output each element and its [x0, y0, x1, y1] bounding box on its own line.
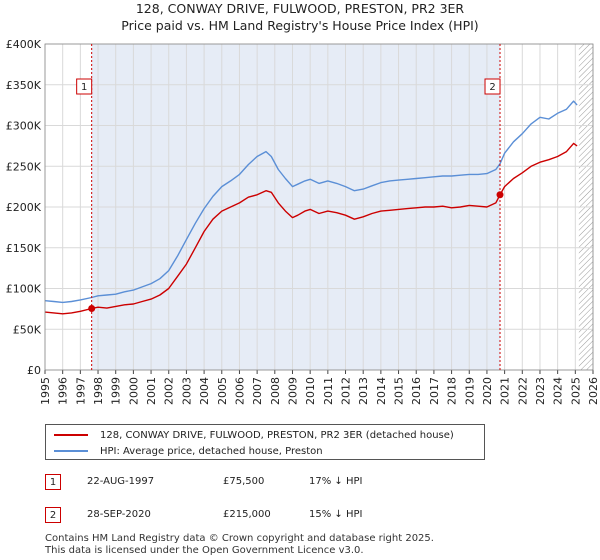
y-tick-label: £200K: [6, 201, 42, 214]
x-tick-label: 2002: [163, 377, 176, 405]
x-tick-label: 2007: [251, 377, 264, 405]
x-tick-label: 2004: [198, 377, 211, 405]
y-tick-label: £250K: [6, 160, 42, 173]
transaction-hpi-diff: 15% ↓ HPI: [309, 509, 363, 520]
x-tick-label: 1997: [74, 377, 87, 405]
transaction-marker: 1: [45, 474, 61, 490]
legend-swatch-hpi: [54, 450, 88, 452]
y-tick-label: £150K: [6, 242, 42, 255]
legend-item-property: 128, CONWAY DRIVE, FULWOOD, PRESTON, PR2…: [54, 430, 454, 441]
x-tick-label: 2014: [375, 377, 388, 405]
x-tick-label: 2020: [481, 377, 494, 405]
annotation-box: [484, 78, 501, 95]
transaction-price: £215,000: [223, 509, 271, 520]
legend-label-property: 128, CONWAY DRIVE, FULWOOD, PRESTON, PR2…: [100, 430, 454, 441]
x-tick-label: 2006: [233, 377, 246, 405]
footer: Contains HM Land Registry data © Crown c…: [45, 533, 434, 557]
table-row: 1 22-AUG-1997 £75,500 17% ↓ HPI: [45, 474, 445, 494]
chart-subtitle: Price paid vs. HM Land Registry's House …: [121, 18, 479, 33]
x-tick-label: 2013: [357, 377, 370, 405]
y-tick-label: £350K: [6, 79, 42, 92]
x-tick-label: 2019: [463, 377, 476, 405]
plot-frame: [44, 43, 594, 371]
y-tick-label: £300K: [6, 120, 42, 133]
x-tick-label: 1996: [57, 377, 70, 405]
transaction-date: 28-SEP-2020: [87, 509, 151, 520]
y-tick-label: £400K: [6, 38, 42, 51]
annotation-label: 1: [81, 82, 87, 93]
chart-title: 128, CONWAY DRIVE, FULWOOD, PRESTON, PR2…: [135, 1, 465, 16]
legend-item-hpi: HPI: Average price, detached house, Pres…: [54, 446, 323, 457]
x-tick-label: 2010: [304, 377, 317, 405]
x-tick-label: 2015: [393, 377, 406, 405]
legend-swatch-property: [54, 434, 88, 436]
x-tick-label: 2017: [428, 377, 441, 405]
x-tick-label: 2026: [587, 377, 600, 405]
x-tick-label: 1999: [110, 377, 123, 405]
y-tick-label: £0: [27, 364, 41, 377]
x-tick-label: 2003: [180, 377, 193, 405]
x-tick-label: 2021: [499, 377, 512, 405]
price-chart: £0 £50K £100K £150K £200K £250K £300K £350K £400…: [6, 38, 600, 405]
x-tick-label: 2009: [286, 377, 299, 405]
annotation-box: [76, 78, 93, 95]
transaction-point: [88, 304, 96, 312]
x-tick-label: 2022: [516, 377, 529, 405]
y-tick-label: £50K: [13, 323, 42, 336]
transaction-date: 22-AUG-1997: [87, 476, 155, 487]
x-tick-label: 2000: [127, 377, 140, 405]
x-tick-label: 2001: [145, 377, 158, 405]
transaction-price: £75,500: [223, 476, 265, 487]
x-tick-label: 1998: [92, 377, 105, 405]
x-tick-label: 2016: [410, 377, 423, 405]
footer-copyright: Contains HM Land Registry data © Crown c…: [45, 533, 434, 544]
x-tick-label: 2025: [569, 377, 582, 405]
x-tick-label: 1995: [39, 377, 52, 405]
x-tick-label: 2023: [534, 377, 547, 405]
transaction-marker: 2: [45, 507, 61, 523]
x-tick-label: 2005: [216, 377, 229, 405]
table-row: 2 28-SEP-2020 £215,000 15% ↓ HPI: [45, 507, 445, 527]
footer-licence: This data is licensed under the Open Gov…: [45, 545, 364, 556]
legend: 128, CONWAY DRIVE, FULWOOD, PRESTON, PR2…: [45, 424, 485, 460]
x-tick-label: 2024: [552, 377, 565, 405]
transaction-point: [496, 191, 504, 199]
legend-label-hpi: HPI: Average price, detached house, Pres…: [100, 446, 323, 457]
y-tick-label: £100K: [6, 283, 42, 296]
x-tick-label: 2018: [446, 377, 459, 405]
transaction-hpi-diff: 17% ↓ HPI: [309, 476, 363, 487]
x-tick-label: 2008: [269, 377, 282, 405]
hpi-line: [45, 100, 578, 304]
x-tick-label: 2011: [322, 377, 335, 405]
x-tick-label: 2012: [340, 377, 353, 405]
annotation-label: 2: [489, 82, 495, 93]
property-price-line: [45, 142, 578, 315]
